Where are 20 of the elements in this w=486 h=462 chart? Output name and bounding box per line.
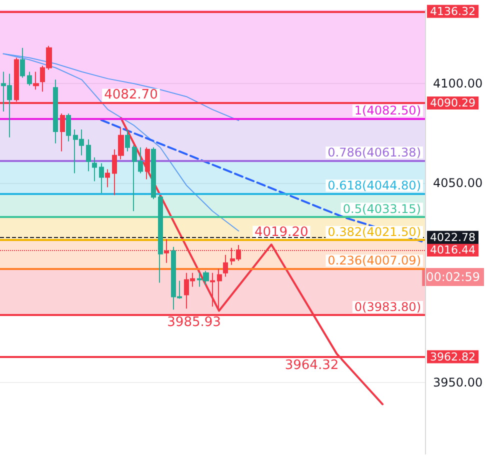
- ref-line-label: 3962.82: [430, 350, 476, 364]
- ref-line-label: 0.618(4044.80): [328, 178, 421, 193]
- data-label: 3964.32: [284, 358, 339, 373]
- text: 00:02:59: [426, 270, 480, 284]
- ref-line-label: 4016.44: [430, 244, 476, 257]
- ref-line-label: 0.382(4021.50): [328, 224, 421, 239]
- ref-line-label: 0.236(4007.09): [328, 254, 421, 268]
- y-tick-label: 4050.00: [433, 176, 483, 190]
- ref-line-label: 0.5(4033.15): [342, 202, 421, 216]
- ref-line-label: 0(3983.80): [354, 300, 421, 314]
- data-label: 4082.70: [104, 88, 158, 103]
- ref-line-label: 4022.78: [430, 230, 476, 244]
- ref-line-label: 1(4082.50): [354, 104, 421, 118]
- data-label: 4019.20: [254, 224, 308, 240]
- ref-line-label: 4136.32: [430, 4, 476, 18]
- ref-line-label: 4090.29: [430, 96, 476, 110]
- y-tick-label: 3950.00: [433, 375, 483, 390]
- ref-line-label: 0.786(4061.38): [328, 146, 421, 160]
- y-tick-label: 4100.00: [433, 76, 483, 91]
- data-label: 3985.93: [167, 314, 221, 330]
